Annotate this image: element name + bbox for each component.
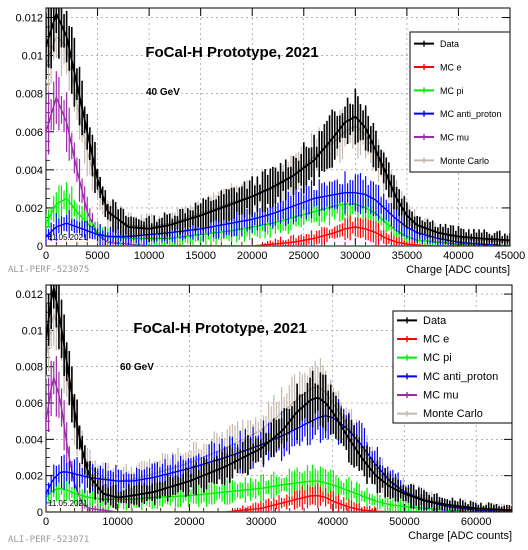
legend-label: MC mu	[423, 390, 458, 402]
x-tick-label: 0	[43, 516, 49, 528]
y-tick-label: 0	[37, 241, 43, 253]
legend-item: Data	[414, 39, 459, 49]
x-tick-label: 35000	[392, 250, 423, 262]
series-data	[46, 8, 510, 246]
legend-item: MC e	[397, 334, 449, 346]
legend-item: MC pi	[397, 352, 452, 364]
legend: Data MC e MC pi MC anti_proton MC mu Monte Ca…	[409, 31, 511, 173]
y-tick-label: 0.006	[15, 398, 43, 410]
y-tick-label: 0.008	[15, 89, 43, 101]
chart-panel-2: 0 10000 20000 30000 40000 50000 60000 0 0.002 0.0…	[8, 284, 513, 545]
legend-item: MC mu	[397, 390, 458, 402]
y-tick-label: 0	[37, 507, 43, 519]
legend-label: Data	[423, 315, 447, 327]
x-tick-label: 15000	[185, 250, 216, 262]
date-label: 11.05.2021	[48, 499, 88, 508]
x-tick-label: 10000	[134, 250, 165, 262]
y-tick-label: 0.004	[15, 434, 43, 446]
y-tick-label: 0.002	[15, 471, 43, 483]
legend-label: MC mu	[440, 133, 469, 143]
chart-title: FoCal-H Prototype, 2021	[145, 44, 318, 61]
legend-item: MC pi	[414, 86, 464, 96]
legend-label: MC pi	[423, 352, 452, 364]
legend-label: Monte Carlo	[440, 156, 489, 166]
series-line	[46, 495, 512, 512]
legend-label: MC e	[440, 63, 462, 73]
x-tick-label: 30000	[340, 250, 371, 262]
x-tick-label: 50000	[389, 516, 420, 528]
x-tick-label: 0	[43, 250, 49, 262]
y-tick-label: 0.006	[15, 127, 43, 139]
x-tick-label: 40000	[317, 516, 348, 528]
y-tick-label: 0.008	[15, 362, 43, 374]
series-line	[46, 11, 510, 242]
footer-label: ALI-PERF-523075	[8, 265, 89, 275]
legend-label: MC anti_proton	[423, 371, 498, 383]
chart-subtitle: 60 GeV	[120, 362, 154, 373]
series-mc-e	[46, 215, 510, 246]
x-tick-label: 30000	[246, 516, 277, 528]
legend-label: Data	[440, 39, 459, 49]
x-tick-label: 60000	[461, 516, 492, 528]
x-axis-label: Charge [ADC counts]	[408, 530, 512, 542]
legend: Data MC e MC pi MC anti_proton MC mu Monte Ca…	[392, 310, 513, 424]
y-tick-label: 0.012	[15, 289, 43, 301]
y-tick-label: 0.002	[15, 203, 43, 215]
legend-item: Monte Carlo	[397, 408, 483, 420]
chart-subtitle: 40 GeV	[146, 87, 180, 98]
series-data	[46, 285, 512, 512]
y-tick-label: 0.012	[15, 13, 43, 25]
x-tick-label: 45000	[495, 250, 526, 262]
legend-item: MC anti_proton	[397, 371, 498, 383]
footer-label: ALI-PERF-523071	[8, 535, 89, 545]
date-label: 11.05.2021	[48, 233, 88, 242]
legend-label: Monte Carlo	[423, 408, 483, 420]
legend-label: MC pi	[440, 86, 464, 96]
legend-item: Monte Carlo	[414, 156, 489, 166]
legend-item: MC mu	[414, 133, 469, 143]
series-mc-e	[46, 483, 512, 512]
x-tick-label: 20000	[174, 516, 205, 528]
chart-title: FoCal-H Prototype, 2021	[133, 320, 306, 337]
legend-box	[409, 31, 511, 173]
y-tick-label: 0.01	[22, 51, 43, 63]
series-line	[46, 287, 512, 512]
legend-item: Data	[397, 315, 447, 327]
legend-item: MC anti_proton	[414, 109, 502, 119]
x-tick-label: 10000	[102, 516, 133, 528]
x-axis-label: Charge [ADC counts]	[406, 264, 510, 276]
chart-panel-1: 0 5000 10000 15000 20000 25000 30000 35000 40000…	[8, 7, 526, 276]
x-tick-label: 20000	[237, 250, 268, 262]
y-tick-label: 0.01	[22, 325, 43, 337]
x-tick-label: 5000	[85, 250, 109, 262]
x-tick-label: 25000	[288, 250, 319, 262]
legend-box	[392, 310, 513, 424]
legend-label: MC e	[423, 334, 449, 346]
x-tick-label: 40000	[443, 250, 474, 262]
legend-item: MC e	[414, 63, 462, 73]
y-tick-label: 0.004	[15, 165, 43, 177]
series-line	[46, 226, 510, 246]
legend-label: MC anti_proton	[440, 109, 502, 119]
